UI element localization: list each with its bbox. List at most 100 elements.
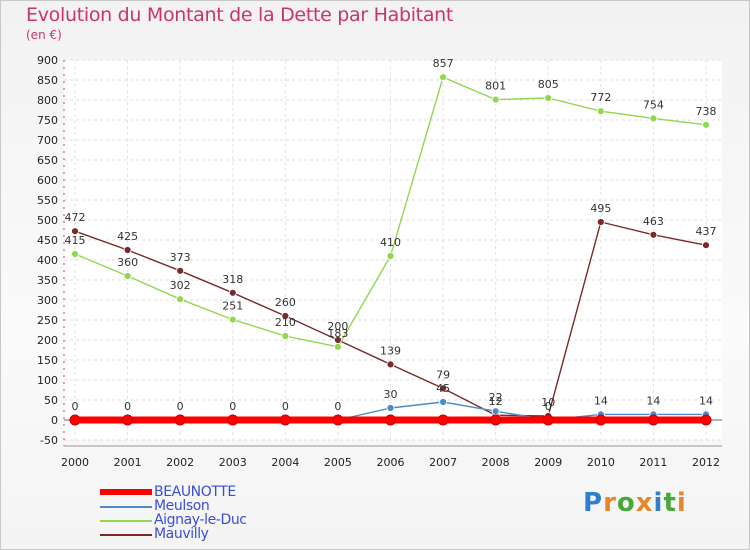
data-label: 251 — [222, 300, 243, 313]
y-tick-label: 250 — [37, 314, 58, 327]
x-tick-label: 2011 — [639, 456, 667, 469]
data-point — [281, 312, 290, 320]
data-point — [542, 414, 554, 426]
data-label: 463 — [643, 215, 664, 228]
data-label: 14 — [699, 394, 713, 407]
data-point — [702, 120, 710, 129]
data-label: 754 — [643, 98, 664, 111]
y-tick-label: 350 — [37, 274, 58, 287]
legend-label-beaunotte: BEAUNOTTE — [154, 484, 236, 500]
data-point — [596, 107, 605, 116]
x-tick-label: 2003 — [219, 456, 247, 469]
legend-swatch-beaunotte — [100, 489, 152, 495]
data-point — [334, 336, 342, 344]
data-point — [123, 246, 132, 254]
data-label: 22 — [489, 391, 503, 404]
data-label: 45 — [436, 382, 450, 395]
logo-letter: o — [616, 488, 636, 518]
logo-letter: P — [583, 488, 604, 518]
data-point — [595, 414, 607, 426]
logo-letter: r — [603, 488, 617, 518]
chart-unit: (en €) — [26, 28, 62, 42]
data-point — [386, 404, 395, 412]
data-point — [71, 250, 79, 258]
legend-label-mauvilly: Mauvilly — [154, 526, 209, 542]
y-tick-label: 400 — [37, 254, 58, 267]
data-point — [386, 252, 395, 260]
data-point — [385, 414, 396, 426]
data-point — [279, 414, 291, 426]
data-label: 373 — [170, 251, 191, 264]
data-label: 738 — [696, 105, 717, 118]
y-tick-label: 550 — [37, 194, 58, 207]
data-label: 472 — [65, 211, 86, 224]
x-tick-label: 2008 — [482, 456, 510, 469]
x-tick-label: 2002 — [166, 456, 194, 469]
data-label: 415 — [65, 234, 86, 247]
data-point — [69, 414, 81, 426]
data-point — [596, 218, 605, 226]
y-tick-label: 0 — [51, 414, 58, 427]
data-label: 0 — [334, 400, 341, 413]
data-point — [123, 272, 132, 280]
data-label: 210 — [275, 316, 296, 329]
logo-letter: t — [663, 488, 677, 518]
data-label: 410 — [380, 236, 401, 249]
data-label: 801 — [485, 80, 506, 93]
y-tick-label: 650 — [37, 154, 58, 167]
x-tick-label: 2004 — [271, 456, 299, 469]
x-tick-label: 2000 — [61, 456, 89, 469]
data-point — [174, 414, 186, 426]
y-tick-label: 900 — [37, 54, 58, 67]
data-point — [649, 114, 658, 123]
y-tick-label: -50 — [40, 434, 58, 447]
data-point — [227, 414, 239, 426]
data-point — [122, 414, 134, 426]
data-label: 0 — [545, 400, 552, 413]
x-tick-label: 2007 — [429, 456, 457, 469]
chart-title: Evolution du Montant de la Dette par Hab… — [26, 4, 454, 26]
data-label: 857 — [433, 57, 454, 70]
data-point — [700, 414, 712, 426]
y-tick-label: 450 — [37, 234, 58, 247]
x-tick-label: 2001 — [114, 456, 142, 469]
x-tick-label: 2006 — [377, 456, 405, 469]
data-point — [386, 360, 395, 369]
y-tick-label: 850 — [37, 74, 58, 87]
data-label: 425 — [117, 230, 138, 243]
legend-label-aignay: Aignay-le-Duc — [154, 512, 247, 528]
y-tick-label: 800 — [37, 94, 58, 107]
data-label: 12 — [489, 395, 503, 408]
data-label: 302 — [170, 279, 191, 292]
legend-swatch-aignay — [100, 520, 152, 522]
data-label: 0 — [124, 400, 131, 413]
data-label: 139 — [380, 344, 401, 357]
data-label: 14 — [594, 394, 608, 407]
data-label: 10 — [541, 396, 555, 409]
legend-swatch-mauvilly — [100, 534, 152, 536]
proxiti-logo: Proxiti — [583, 488, 687, 518]
data-label: 260 — [275, 296, 296, 309]
y-tick-label: 150 — [37, 354, 58, 367]
data-point — [490, 414, 502, 426]
y-tick-label: 600 — [37, 174, 58, 187]
data-point — [439, 398, 447, 406]
data-label: 14 — [646, 394, 660, 407]
data-point — [332, 414, 344, 426]
y-tick-label: 700 — [37, 134, 58, 147]
data-label: 0 — [177, 400, 184, 413]
data-label: 30 — [384, 388, 398, 401]
legend-label-meulson: Meulson — [154, 498, 210, 514]
data-label: 805 — [538, 78, 559, 91]
data-label: 318 — [222, 273, 243, 286]
data-point — [491, 407, 500, 416]
data-point — [71, 227, 79, 236]
data-point — [491, 95, 500, 104]
data-label: 200 — [327, 320, 348, 333]
data-label: 183 — [327, 327, 348, 340]
plot-area — [64, 60, 722, 440]
data-point — [439, 73, 447, 82]
x-tick-label: 2012 — [692, 456, 720, 469]
data-label: 437 — [696, 225, 717, 238]
